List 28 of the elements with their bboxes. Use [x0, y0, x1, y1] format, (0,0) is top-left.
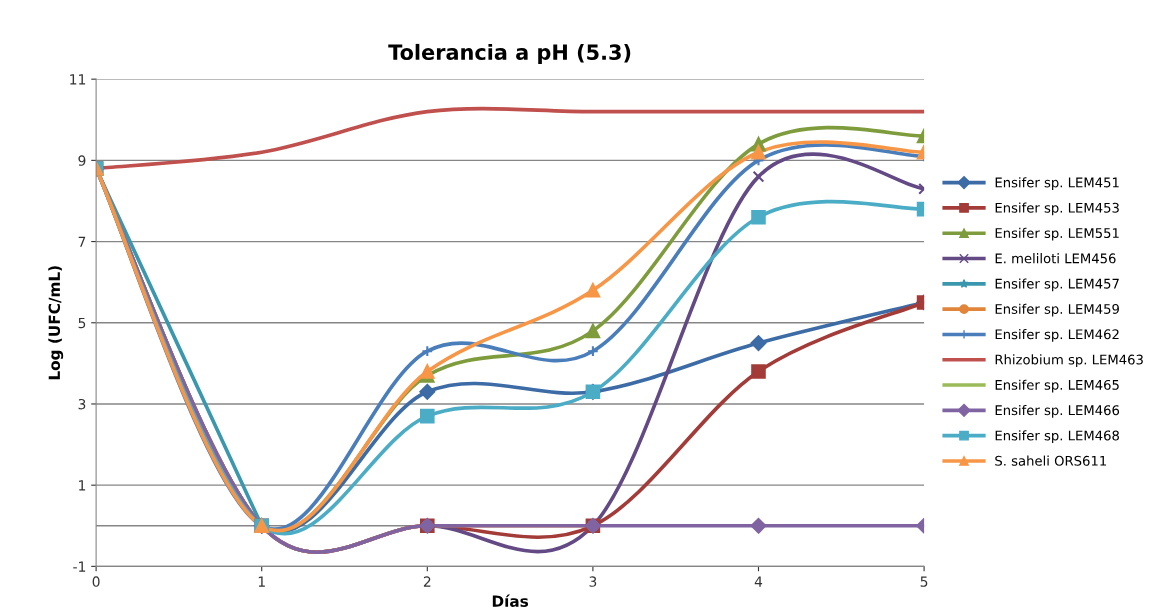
x-tick-label: 2	[423, 576, 431, 587]
legend-label: Ensifer sp. LEM457	[995, 278, 1119, 292]
legend-label: Ensifer sp. LEM453	[995, 202, 1119, 216]
legend-label: Ensifer sp. LEM451	[995, 177, 1119, 190]
x-tick-label: 3	[589, 576, 597, 587]
legend-label: Ensifer sp. LEM466	[995, 404, 1120, 418]
y-tick-label: 3	[78, 398, 86, 410]
x-tick-label: 0	[92, 576, 100, 587]
legend-label: S. saheli ORS611	[995, 455, 1106, 466]
y-tick-label: 9	[78, 155, 86, 166]
legend-label: Ensifer sp. LEM462	[995, 329, 1119, 342]
legend-label: E. meliloti LEM456	[995, 253, 1116, 264]
legend-label: Rhizobium sp. LEM463	[995, 354, 1143, 368]
y-tick-label: 7	[78, 236, 86, 247]
legend-label: Ensifer sp. LEM468	[995, 430, 1119, 444]
y-tick-label: 11	[70, 74, 86, 85]
y-tick-label: -1	[73, 561, 86, 572]
legend-label: Ensifer sp. LEM465	[995, 379, 1119, 393]
x-tick-label: 5	[920, 576, 928, 587]
y-tick-label: 5	[78, 317, 86, 329]
legend-label: Ensifer sp. LEM551	[995, 227, 1119, 241]
chart-title: Tolerancia a pH (5.3)	[388, 43, 631, 65]
y-axis-title: Log (UFC/mL)	[48, 266, 64, 380]
x-tick-label: 1	[258, 576, 265, 587]
y-tick-label: 1	[79, 480, 86, 491]
x-axis-title: Días	[492, 594, 529, 607]
legend-label: Ensifer sp. LEM459	[995, 303, 1119, 317]
x-tick-label: 4	[754, 576, 763, 587]
